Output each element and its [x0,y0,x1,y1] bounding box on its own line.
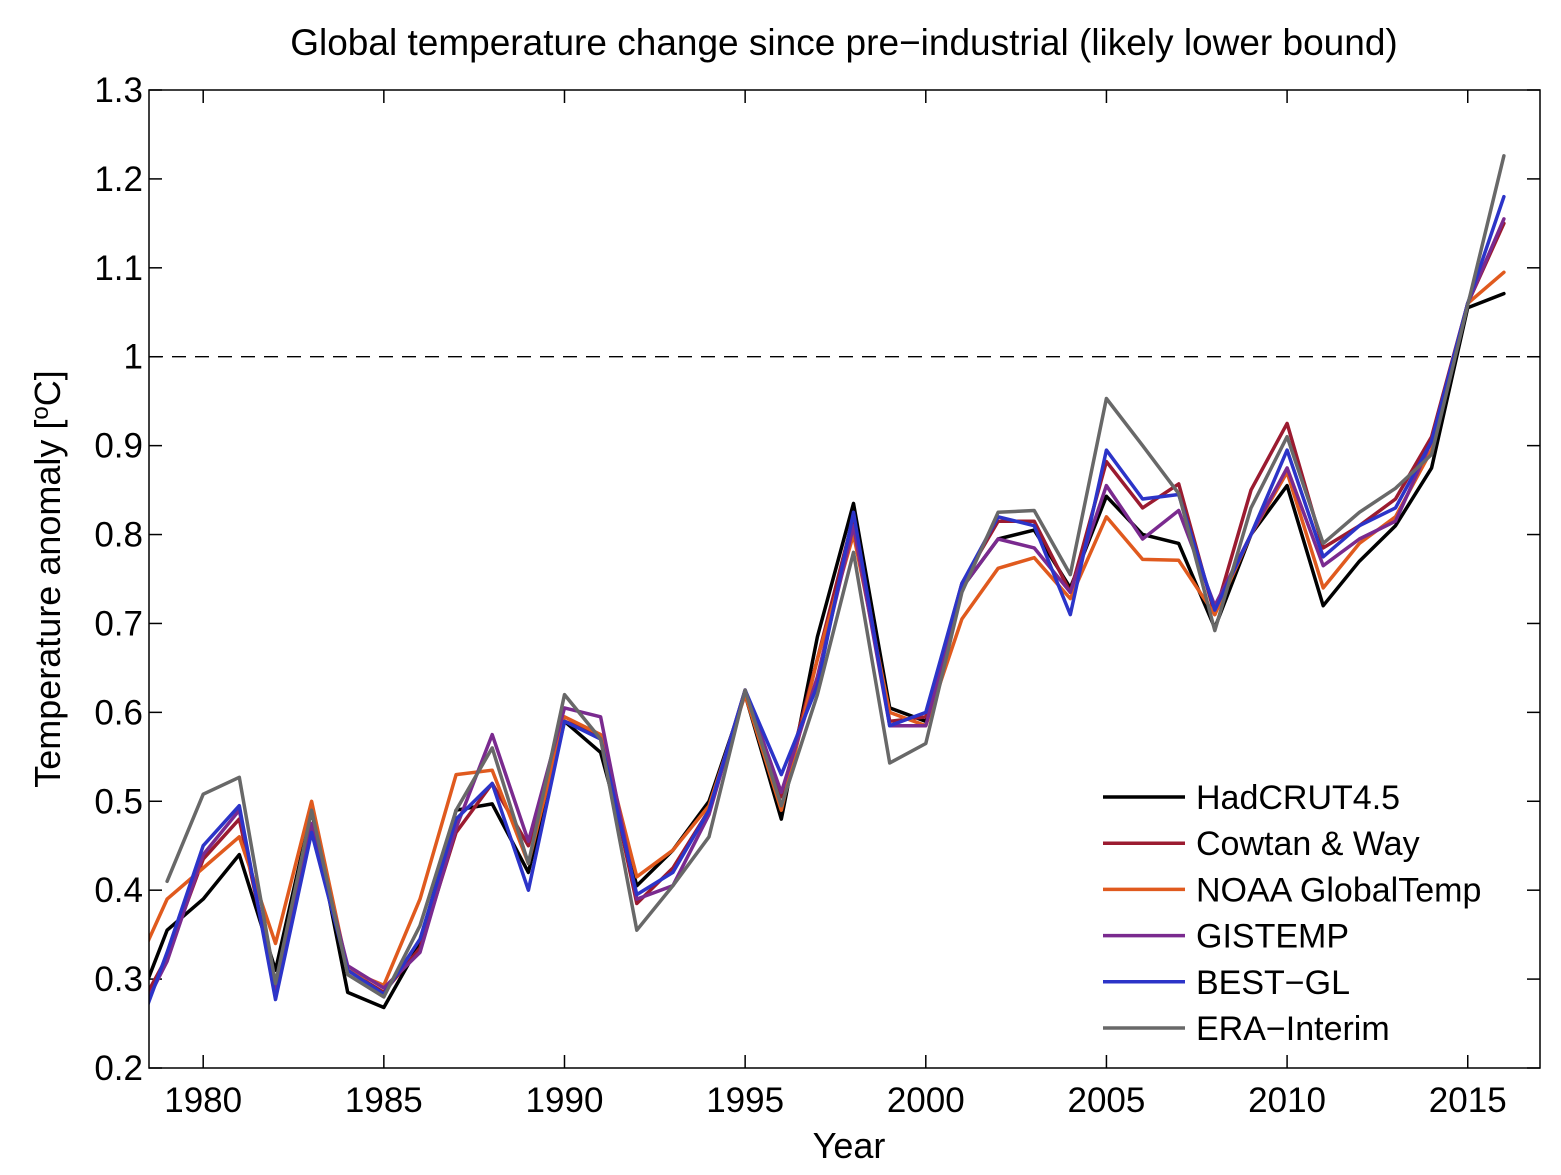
y-tick-label: 0.3 [94,960,143,999]
y-tick-label: 1 [124,338,143,377]
x-tick-label: 2005 [1068,1081,1146,1120]
series-lines [149,154,1506,1010]
y-axis-label-unit: C] [27,370,68,406]
x-tick-label: 1995 [706,1081,784,1120]
legend-label-cowtan-way: Cowtan & Way [1196,825,1420,863]
y-tick-label: 1.3 [94,71,143,110]
x-tick-label: 1990 [526,1081,604,1120]
y-axis-label: Temperature anomaly [oC] [27,370,68,788]
chart-title: Global temperature change since pre−indu… [290,22,1398,63]
x-tick-label: 1980 [164,1081,242,1120]
series-line-hadcrut4-5 [149,291,1506,1010]
y-tick-label: 1.1 [94,249,143,288]
x-tick-label: 2000 [887,1081,965,1120]
series-line-era-interim [165,154,1506,999]
y-tick-label: 0.2 [94,1049,143,1088]
y-tick-label: 0.9 [94,427,143,466]
x-tick-label: 2010 [1248,1081,1326,1120]
y-axis-ticks: 0.2 0.3 0.4 0.5 0.6 0.7 0.8 0.9 1 1.1 1.2 1.3 [94,71,1540,1088]
y-tick-label: 1.2 [94,160,143,199]
x-tick-label: 2015 [1429,1081,1507,1120]
y-tick-label: 0.6 [94,693,143,732]
legend-label-era-interim: ERA−Interim [1196,1010,1390,1048]
x-axis-ticks: 1980 1985 1990 1995 2000 2005 2010 2015 [164,90,1507,1120]
y-axis-label-degree: o [27,406,54,419]
y-tick-label: 0.5 [94,782,143,821]
legend-label-best-gl: BEST−GL [1196,964,1350,1002]
x-tick-label: 1985 [345,1081,423,1120]
series-line-best-gl [149,194,1506,1007]
legend-label-noaa-globaltemp: NOAA GlobalTemp [1196,871,1481,909]
legend-label-hadcrut4-5: HadCRUT4.5 [1196,779,1400,817]
y-tick-label: 0.8 [94,516,143,555]
plot-frame [148,89,1541,1069]
y-tick-label: 0.7 [94,604,143,643]
legend-label-gistemp: GISTEMP [1196,918,1349,956]
y-axis-label-main: Temperature anomaly [ [27,420,68,788]
series-line-gistemp [149,217,1506,1001]
legend: HadCRUT4.5 Cowtan & Way NOAA GlobalTemp GIS… [1103,779,1481,1048]
x-axis-label: Year [813,1125,886,1166]
y-tick-label: 0.4 [94,871,143,910]
